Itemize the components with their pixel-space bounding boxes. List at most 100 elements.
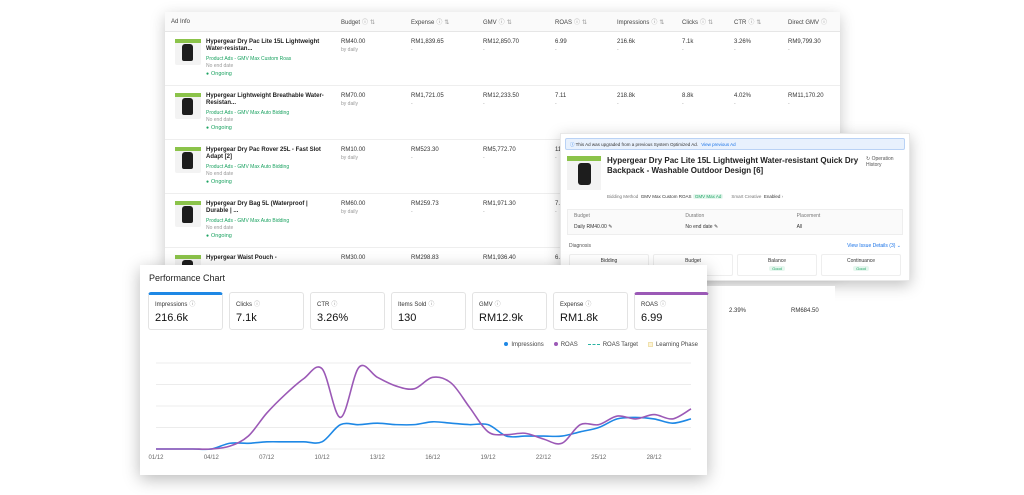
help-icon[interactable]: ⓘ bbox=[660, 302, 667, 308]
data-point-roas[interactable] bbox=[191, 447, 194, 450]
sort-icon[interactable]: ⇅ bbox=[506, 20, 512, 26]
sort-icon[interactable]: ⇅ bbox=[756, 20, 762, 26]
data-point-roas[interactable] bbox=[357, 366, 360, 369]
diagnosis-card-balance[interactable]: Balance Good bbox=[737, 254, 817, 276]
table-row[interactable]: Hypergear Dry Pac Rover 25L - Fast Slot … bbox=[165, 140, 840, 194]
data-point-roas[interactable] bbox=[210, 447, 213, 450]
data-point-impressions[interactable] bbox=[450, 422, 453, 425]
data-point-impressions[interactable] bbox=[284, 440, 287, 443]
data-point-impressions[interactable] bbox=[523, 435, 526, 438]
data-point-roas[interactable] bbox=[173, 447, 176, 450]
data-point-impressions[interactable] bbox=[302, 440, 305, 443]
help-icon[interactable]: ⓘ bbox=[331, 302, 338, 308]
data-point-impressions[interactable] bbox=[339, 423, 342, 426]
data-point-impressions[interactable] bbox=[468, 423, 471, 426]
metric-card-items-sold[interactable]: Items Sold ⓘ 130 bbox=[391, 292, 466, 330]
view-issue-details-link[interactable]: View Issue Details (3) ⌄ bbox=[847, 243, 901, 249]
help-icon[interactable]: ⓘ bbox=[436, 20, 443, 26]
data-point-impressions[interactable] bbox=[689, 417, 692, 420]
data-point-roas[interactable] bbox=[302, 377, 305, 380]
edit-icon[interactable]: ✎ bbox=[713, 224, 719, 230]
legend-item-impressions[interactable]: Impressions bbox=[504, 342, 544, 348]
help-icon[interactable]: ⓘ bbox=[189, 302, 196, 308]
data-point-roas[interactable] bbox=[413, 387, 416, 390]
header-expense[interactable]: Expense ⓘ ⇅ bbox=[405, 17, 477, 26]
view-previous-ad-link[interactable]: View previous Ad bbox=[701, 142, 736, 147]
help-icon[interactable]: ⓘ bbox=[494, 302, 501, 308]
data-point-impressions[interactable] bbox=[320, 440, 323, 443]
metric-card-expense[interactable]: Expense ⓘ RM1.8k bbox=[553, 292, 628, 330]
data-point-roas[interactable] bbox=[394, 384, 397, 387]
data-point-impressions[interactable] bbox=[228, 442, 231, 445]
data-point-roas[interactable] bbox=[579, 423, 582, 426]
help-icon[interactable]: ⓘ bbox=[428, 302, 435, 308]
data-point-roas[interactable] bbox=[320, 367, 323, 370]
ad-title-link[interactable]: Hypergear Dry Bag 5L (Waterproof | Durab… bbox=[206, 201, 308, 214]
data-point-roas[interactable] bbox=[597, 423, 600, 426]
data-point-roas[interactable] bbox=[671, 417, 674, 420]
operation-history-link[interactable]: ↻ Operation History bbox=[866, 156, 900, 190]
chevron-right-icon[interactable]: › bbox=[781, 194, 784, 199]
data-point-impressions[interactable] bbox=[616, 417, 619, 420]
data-point-impressions[interactable] bbox=[394, 423, 397, 426]
data-point-impressions[interactable] bbox=[247, 442, 250, 445]
help-icon[interactable]: ⓘ bbox=[254, 302, 261, 308]
data-point-impressions[interactable] bbox=[653, 417, 656, 420]
data-point-impressions[interactable] bbox=[431, 420, 434, 423]
help-icon[interactable]: ⓘ bbox=[651, 20, 658, 26]
metric-card-clicks[interactable]: Clicks ⓘ 7.1k bbox=[229, 292, 304, 330]
data-point-roas[interactable] bbox=[505, 433, 508, 436]
data-point-roas[interactable] bbox=[265, 412, 268, 415]
table-row[interactable]: Hypergear Dry Pac Lite 15L Lightweight W… bbox=[165, 32, 840, 86]
header-clicks[interactable]: Clicks ⓘ ⇅ bbox=[676, 17, 728, 26]
help-icon[interactable]: ⓘ bbox=[821, 20, 828, 26]
data-point-roas[interactable] bbox=[523, 432, 526, 435]
edit-icon[interactable]: ✎ bbox=[608, 224, 613, 230]
help-icon[interactable]: ⓘ bbox=[498, 20, 505, 26]
header-gmv[interactable]: GMV ⓘ ⇅ bbox=[477, 17, 549, 26]
header-direct-gmv[interactable]: Direct GMV ⓘ bbox=[782, 17, 840, 26]
data-point-impressions[interactable] bbox=[671, 422, 674, 425]
help-icon[interactable]: ⓘ bbox=[574, 20, 581, 26]
legend-item-roas[interactable]: ROAS bbox=[553, 342, 578, 348]
table-row[interactable]: Hypergear Dry Bag 5L (Waterproof | Durab… bbox=[165, 194, 840, 248]
data-point-roas[interactable] bbox=[339, 416, 342, 419]
data-point-roas[interactable] bbox=[450, 381, 453, 384]
help-icon[interactable]: ⓘ bbox=[748, 20, 755, 26]
data-point-roas[interactable] bbox=[154, 447, 157, 450]
metric-card-impressions[interactable]: Impressions ⓘ 216.6k bbox=[148, 292, 223, 330]
legend-item-learning-phase[interactable]: Learning Phase bbox=[647, 342, 698, 348]
metric-card-gmv[interactable]: GMV ⓘ RM12.9k bbox=[472, 292, 547, 330]
data-point-roas[interactable] bbox=[376, 376, 379, 379]
data-point-impressions[interactable] bbox=[376, 422, 379, 425]
data-point-roas[interactable] bbox=[689, 407, 692, 410]
header-impressions[interactable]: Impressions ⓘ ⇅ bbox=[611, 17, 676, 26]
help-icon[interactable]: ⓘ bbox=[700, 20, 707, 26]
ad-title-link[interactable]: Hypergear Dry Pac Lite 15L Lightweight W… bbox=[206, 39, 320, 52]
data-point-impressions[interactable] bbox=[357, 423, 360, 426]
data-point-impressions[interactable] bbox=[486, 423, 489, 426]
ad-title-link[interactable]: Hypergear Dry Pac Rover 25L - Fast Slot … bbox=[206, 147, 321, 160]
header-budget[interactable]: Budget ⓘ ⇅ bbox=[335, 17, 405, 26]
help-icon[interactable]: ⓘ bbox=[362, 20, 369, 26]
sort-icon[interactable]: ⇅ bbox=[659, 20, 665, 26]
data-point-roas[interactable] bbox=[542, 437, 545, 440]
legend-item-roas-target[interactable]: ROAS Target bbox=[587, 342, 638, 348]
metric-card-ctr[interactable]: CTR ⓘ 3.26% bbox=[310, 292, 385, 330]
data-point-impressions[interactable] bbox=[597, 426, 600, 429]
sort-icon[interactable]: ⇅ bbox=[444, 20, 450, 26]
data-point-impressions[interactable] bbox=[265, 440, 268, 443]
header-roas[interactable]: ROAS ⓘ ⇅ bbox=[549, 17, 611, 26]
data-point-impressions[interactable] bbox=[413, 423, 416, 426]
data-point-impressions[interactable] bbox=[560, 435, 563, 438]
data-point-roas[interactable] bbox=[431, 376, 434, 379]
header-ctr[interactable]: CTR ⓘ ⇅ bbox=[728, 17, 782, 26]
data-point-roas[interactable] bbox=[228, 445, 231, 448]
data-point-roas[interactable] bbox=[653, 413, 656, 416]
data-point-impressions[interactable] bbox=[579, 430, 582, 433]
data-point-roas[interactable] bbox=[634, 417, 637, 420]
data-point-impressions[interactable] bbox=[542, 435, 545, 438]
metric-card-roas[interactable]: ROAS ⓘ 6.99 bbox=[634, 292, 709, 330]
sort-icon[interactable]: ⇅ bbox=[708, 20, 714, 26]
data-point-roas[interactable] bbox=[560, 442, 563, 445]
